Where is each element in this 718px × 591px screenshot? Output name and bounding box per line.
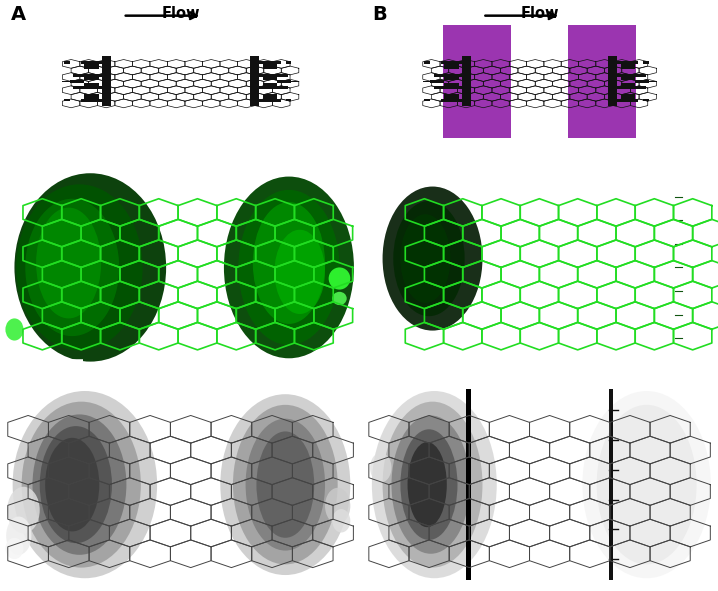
Bar [80,99,102,102]
Bar [444,63,459,69]
Ellipse shape [383,402,482,567]
Ellipse shape [13,391,157,578]
Bar [443,25,511,138]
Ellipse shape [332,509,350,532]
Bar [259,86,288,89]
Bar [441,61,462,64]
Bar [80,61,102,64]
Bar [617,99,638,102]
Bar [430,80,444,83]
Bar [620,83,635,89]
Ellipse shape [224,177,354,358]
Bar [424,99,430,102]
Bar [620,63,635,69]
Bar [444,83,459,89]
Bar [635,80,649,83]
Bar [434,86,462,89]
Bar [286,99,292,102]
Bar [277,80,292,83]
Bar [643,61,649,64]
Ellipse shape [6,319,24,340]
Ellipse shape [246,418,325,551]
Ellipse shape [401,215,450,303]
Bar [251,56,259,106]
Ellipse shape [45,438,99,531]
Ellipse shape [22,402,141,567]
Bar [102,56,111,106]
Ellipse shape [329,267,350,290]
Ellipse shape [325,488,350,524]
Bar [608,56,617,106]
Ellipse shape [274,230,325,314]
Ellipse shape [238,190,340,345]
Bar [263,63,277,69]
Bar [263,95,277,100]
Ellipse shape [39,426,112,543]
Ellipse shape [7,487,39,534]
Bar [424,61,430,64]
Ellipse shape [393,201,465,316]
Ellipse shape [401,429,457,540]
Bar [441,99,462,102]
Ellipse shape [6,517,32,555]
Bar [84,95,98,100]
Ellipse shape [391,415,470,554]
Ellipse shape [383,187,482,330]
Bar [263,83,277,89]
Bar [259,74,288,77]
Bar [444,74,459,80]
Bar [286,61,292,64]
Bar [263,74,277,80]
Text: Flow: Flow [162,7,200,21]
Bar [617,61,638,64]
Bar [617,74,645,77]
Bar [643,99,649,102]
Bar [73,86,102,89]
Ellipse shape [17,184,143,350]
Bar [73,74,102,77]
Bar [84,63,98,69]
Bar [290,80,299,82]
Bar [434,74,462,77]
Bar [62,80,72,82]
Text: A: A [11,5,26,24]
Ellipse shape [332,292,347,305]
Text: Flow: Flow [521,7,559,21]
Ellipse shape [25,199,119,336]
Bar [259,99,281,102]
Bar [84,83,98,89]
Ellipse shape [233,405,337,564]
Bar [609,389,613,580]
Bar [620,95,635,100]
Ellipse shape [370,453,391,482]
Bar [467,389,471,580]
Ellipse shape [36,207,101,319]
Bar [617,86,645,89]
Ellipse shape [582,391,711,578]
Ellipse shape [32,414,126,555]
Ellipse shape [256,431,314,538]
Ellipse shape [408,442,447,527]
Ellipse shape [14,173,166,362]
Bar [64,99,70,102]
Bar [568,25,636,138]
Bar [70,80,84,83]
Bar [84,74,98,80]
Bar [64,61,70,64]
Bar [444,95,459,100]
Bar [462,56,471,106]
Ellipse shape [6,538,24,559]
Bar [423,80,432,82]
Text: B: B [372,5,386,24]
Ellipse shape [253,202,325,324]
Ellipse shape [372,391,497,578]
Ellipse shape [220,394,350,575]
Bar [648,80,657,82]
Bar [259,61,281,64]
Ellipse shape [597,405,696,564]
Bar [620,74,635,80]
